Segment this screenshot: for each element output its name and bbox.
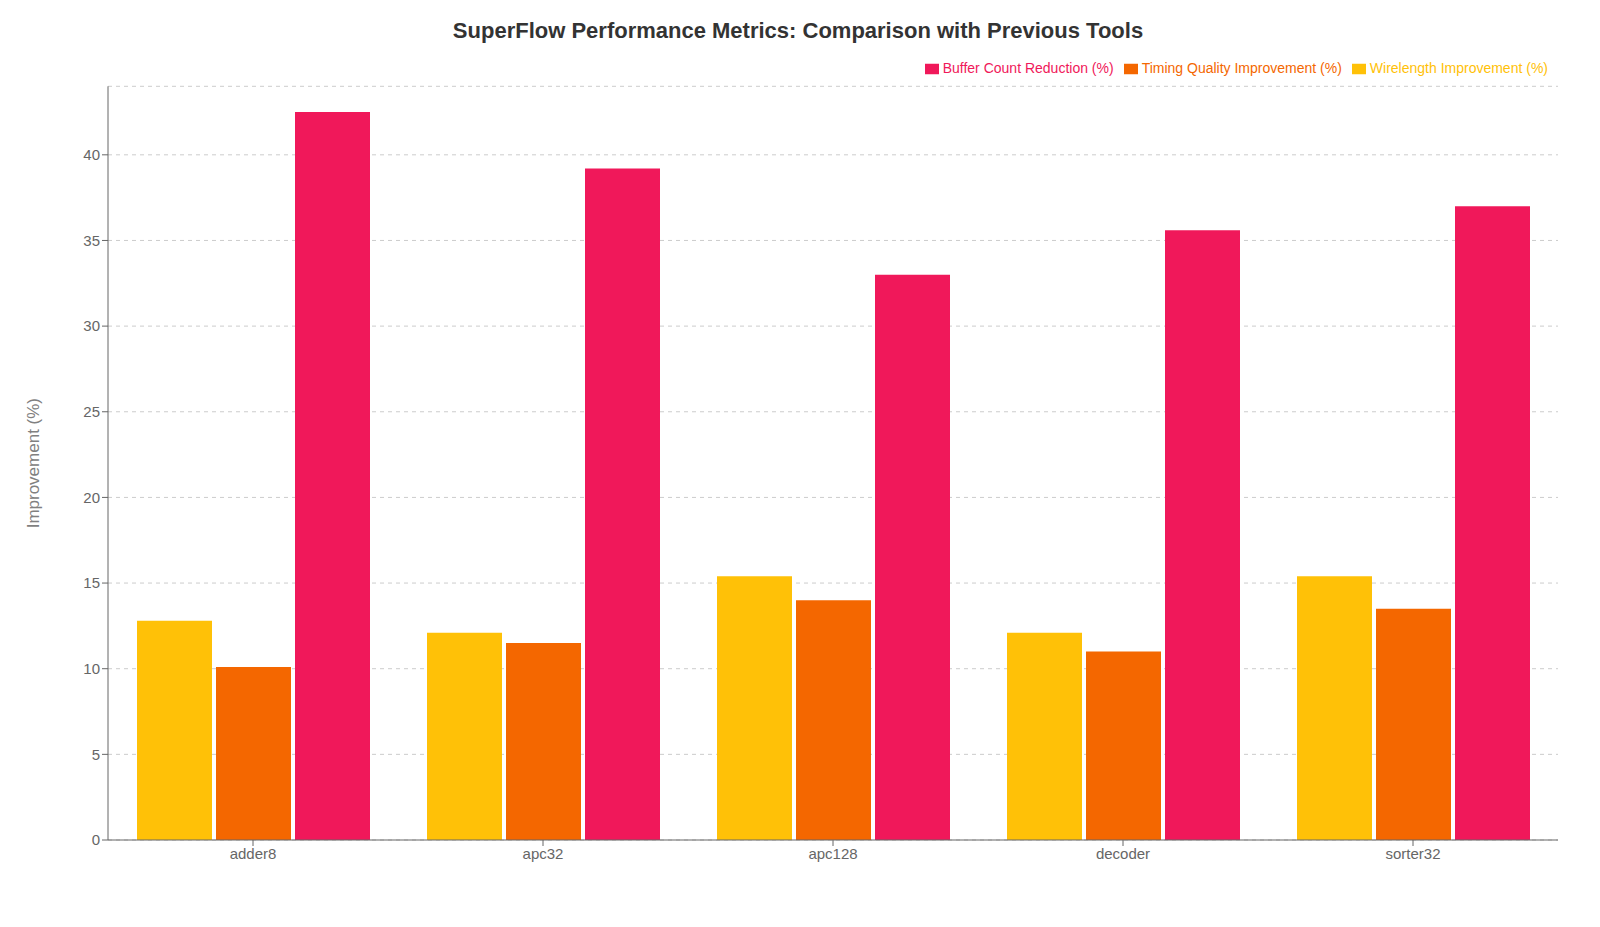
svg-text:25: 25 xyxy=(83,403,100,420)
html-text:Buffer Count Reduction (%): Buffer Count Reduction (%) xyxy=(942,60,1114,76)
svg-text:35: 35 xyxy=(83,232,100,249)
svg-text:Improvement (%): Improvement (%) xyxy=(24,398,43,528)
svg-text:apc32: apc32 xyxy=(523,845,564,862)
svg-text:0: 0 xyxy=(92,831,100,848)
html-text:Timing Quality Improvement (%): Timing Quality Improvement (%) xyxy=(1141,60,1342,76)
svg-text:decoder: decoder xyxy=(1096,845,1150,862)
svg-text:30: 30 xyxy=(83,317,100,334)
svg-text:10: 10 xyxy=(83,660,100,677)
svg-text:adder8: adder8 xyxy=(230,845,277,862)
svg-text:5: 5 xyxy=(92,746,100,763)
svg-text:20: 20 xyxy=(83,489,100,506)
svg-text:apc128: apc128 xyxy=(808,845,857,862)
html-text:SuperFlow Performance Metrics:: SuperFlow Performance Metrics: Compariso… xyxy=(452,18,1144,43)
svg-text:40: 40 xyxy=(83,146,100,163)
html-text:Wirelength Improvement (%): Wirelength Improvement (%) xyxy=(1369,60,1548,76)
svg-text:15: 15 xyxy=(83,574,100,591)
svg-text:sorter32: sorter32 xyxy=(1385,845,1440,862)
